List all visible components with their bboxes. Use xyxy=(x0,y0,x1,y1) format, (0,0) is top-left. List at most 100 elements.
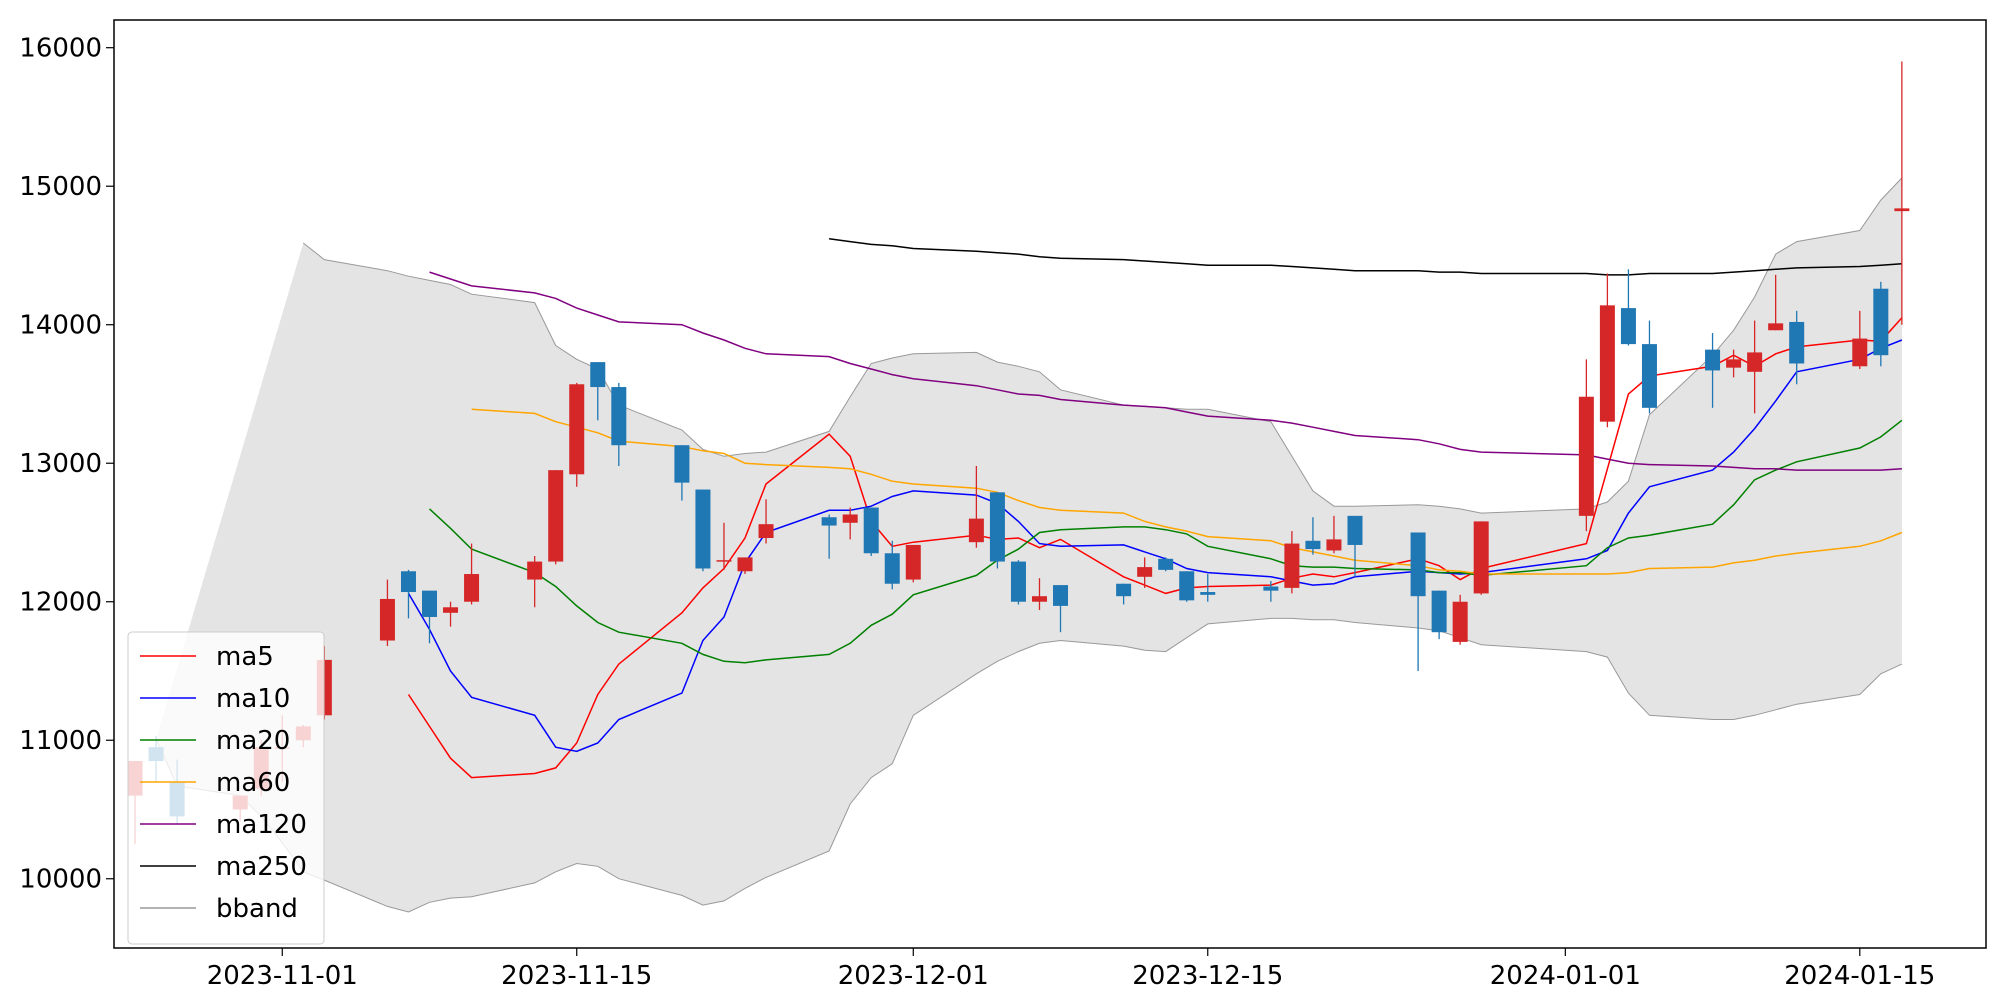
candle-body xyxy=(1326,539,1342,551)
candle xyxy=(968,465,984,548)
candle-body xyxy=(737,557,753,572)
candle xyxy=(1326,515,1342,554)
candle xyxy=(1410,532,1426,671)
candle-body xyxy=(1200,592,1216,595)
candle xyxy=(1852,310,1868,370)
candle xyxy=(1873,281,1889,367)
candle-body xyxy=(1031,596,1047,602)
candle-body xyxy=(1010,561,1026,602)
y-tick-label: 13000 xyxy=(19,449,102,479)
candle xyxy=(611,382,627,466)
candle-body xyxy=(611,387,627,446)
candle xyxy=(1705,333,1721,408)
candle xyxy=(674,445,690,501)
candle xyxy=(1620,269,1636,346)
candle xyxy=(905,544,921,583)
candle-body xyxy=(379,598,395,641)
candle xyxy=(1263,580,1279,602)
y-tick-label: 15000 xyxy=(19,172,102,202)
candle-body xyxy=(989,492,1005,562)
y-tick-label: 16000 xyxy=(19,34,102,64)
candle-body xyxy=(400,571,416,593)
candle-body xyxy=(1410,532,1426,597)
candle xyxy=(1578,359,1594,532)
ma60-line xyxy=(471,408,1903,575)
candle-body xyxy=(758,524,774,539)
candle-body xyxy=(884,553,900,584)
candle xyxy=(863,507,879,557)
legend-label: bband xyxy=(216,894,298,924)
candle xyxy=(569,382,585,487)
candle-body xyxy=(590,362,606,388)
candle xyxy=(1789,310,1805,385)
candle xyxy=(590,362,606,421)
bollinger-band xyxy=(155,177,1903,913)
candle xyxy=(884,540,900,590)
candle-body xyxy=(1894,208,1910,212)
candle-body xyxy=(1452,601,1468,642)
candle-body xyxy=(464,574,480,602)
candle xyxy=(1431,590,1447,640)
candle xyxy=(695,489,711,572)
candle xyxy=(1347,515,1363,577)
candle xyxy=(1200,574,1216,602)
candle-body xyxy=(905,544,921,580)
candle-body xyxy=(1347,515,1363,545)
legend-label: ma10 xyxy=(216,684,290,714)
x-tick-label: 2023-11-15 xyxy=(501,961,652,991)
candle xyxy=(989,492,1005,569)
y-tick-label: 10000 xyxy=(19,865,102,895)
candle xyxy=(1894,61,1910,325)
candle xyxy=(1158,557,1174,572)
candle-body xyxy=(674,445,690,483)
plot-frame xyxy=(113,19,1987,949)
legend-label: ma5 xyxy=(216,642,274,672)
candle-body xyxy=(1747,352,1763,372)
candle xyxy=(1010,560,1026,605)
ma20-line xyxy=(428,419,1903,664)
x-tick-label: 2023-12-15 xyxy=(1132,961,1283,991)
ma120-line xyxy=(429,271,1902,471)
candle-body xyxy=(527,561,543,580)
candle-body xyxy=(1705,349,1721,371)
x-tick-label: 2023-12-01 xyxy=(838,961,989,991)
candle xyxy=(422,590,438,644)
candle xyxy=(1726,349,1742,378)
legend-label: ma120 xyxy=(216,810,307,840)
x-tick-label: 2024-01-15 xyxy=(1784,961,1935,991)
candle-body xyxy=(548,470,564,562)
candle-body xyxy=(1873,288,1889,356)
candle-body xyxy=(1578,396,1594,516)
candle-body xyxy=(821,517,837,526)
candle xyxy=(548,470,564,565)
candle xyxy=(1284,531,1300,594)
candle-body xyxy=(842,514,858,523)
candle xyxy=(1641,320,1657,414)
candle-body xyxy=(716,560,732,562)
candle-body xyxy=(569,384,585,475)
candle-body xyxy=(1263,586,1279,591)
candle xyxy=(1031,578,1047,611)
candle-body xyxy=(1473,521,1489,594)
y-tick-label: 14000 xyxy=(19,311,102,341)
candle-body xyxy=(968,518,984,543)
x-tick-label: 2024-01-01 xyxy=(1490,961,1641,991)
candle xyxy=(1473,521,1489,595)
candle xyxy=(527,556,543,608)
candle xyxy=(1452,594,1468,645)
candle-body xyxy=(1305,540,1321,550)
candle xyxy=(758,499,774,544)
candle xyxy=(443,601,459,627)
candle-body xyxy=(1137,567,1153,577)
y-tick-label: 11000 xyxy=(19,726,102,756)
candle-body xyxy=(695,489,711,569)
candle-body xyxy=(422,590,438,617)
candle-body xyxy=(1158,558,1174,570)
candle-body xyxy=(1726,359,1742,368)
candle-body xyxy=(1599,305,1615,422)
candle-body xyxy=(1284,543,1300,588)
candle xyxy=(716,522,732,570)
candle xyxy=(821,514,837,559)
candle-body xyxy=(1179,571,1195,601)
